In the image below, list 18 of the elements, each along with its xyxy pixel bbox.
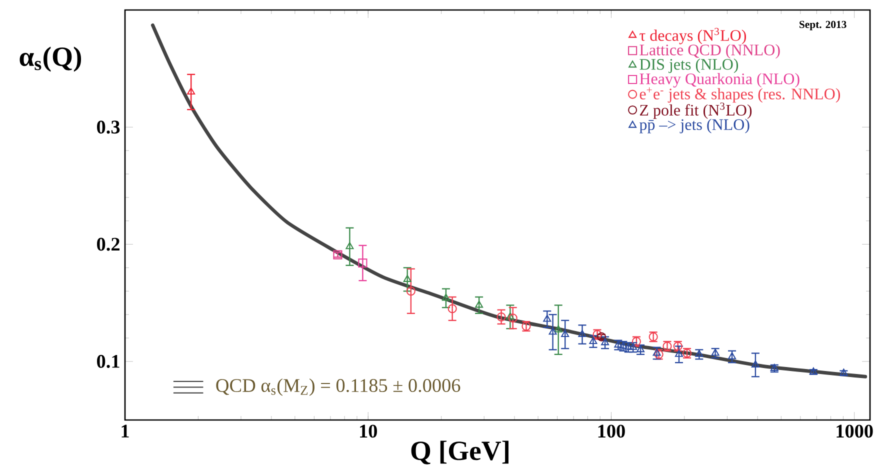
x-tick-label: 1 bbox=[122, 424, 129, 438]
legend-label: pp̄ –> jets (NLO) bbox=[639, 118, 750, 134]
x-tick-label: 100 bbox=[598, 424, 625, 438]
y-tick-label: 0.2 bbox=[97, 238, 120, 251]
x-tick-label: 10 bbox=[360, 424, 377, 438]
legend-label: Heavy Quarkonia (NLO) bbox=[640, 72, 800, 88]
legend-label: QCD α$_{s}$(M$_{Z}$) = 0.1185 ± 0.0006 bbox=[216, 378, 460, 396]
legend-label: Lattice QCD (NNLO) bbox=[640, 44, 780, 59]
legend-label: Z pole fit (N$^{3}$LO) bbox=[640, 102, 752, 119]
legend-label: DIS jets (NLO) bbox=[640, 58, 738, 74]
y-tick-label: 0.1 bbox=[97, 354, 120, 368]
y-tick-label: 0.3 bbox=[97, 120, 120, 134]
x-axis-title: Q [GeV] bbox=[411, 440, 508, 464]
x-tick-label: 1000 bbox=[836, 424, 873, 438]
y-axis-title: α$_{s}$(Q) bbox=[20, 46, 82, 72]
annotation: Sept. 2013 bbox=[800, 20, 846, 30]
legend-label: e$^{+}$e$^{-}$ jets & shapes (res. NNLO) bbox=[640, 87, 840, 103]
legend-label: τ decays (N$^{3}$LO) bbox=[640, 28, 746, 44]
